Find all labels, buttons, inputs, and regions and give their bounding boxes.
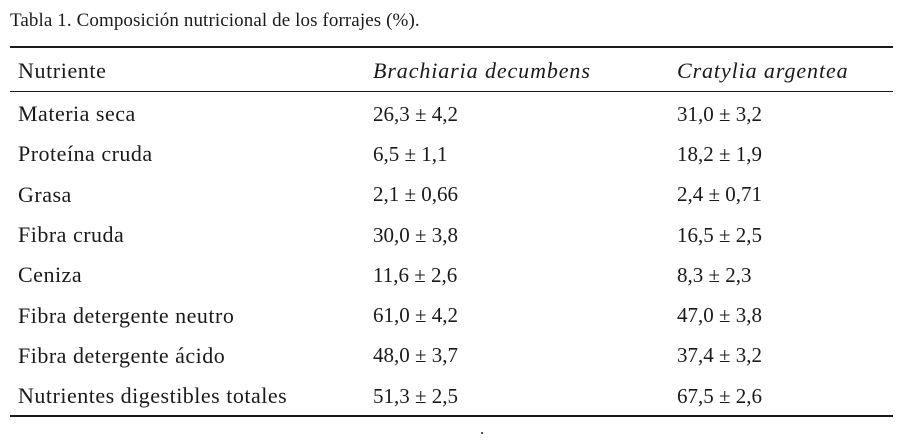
cratylia-value: 67,5 ± 2,6 xyxy=(677,383,763,408)
brachiaria-value: 6,5 ± 1,1 xyxy=(373,141,448,166)
nutrient-name: Fibra cruda xyxy=(18,222,125,248)
brachiaria-value: 26,3 ± 4,2 xyxy=(373,101,459,126)
table-row: Grasa 2,1 ± 0,66 2,4 ± 0,71 xyxy=(10,175,893,215)
brachiaria-value: 2,1 ± 0,66 xyxy=(373,182,459,207)
table-header-row: Nutriente Brachiaria decumbens Cratylia … xyxy=(10,50,893,92)
nutrient-name: Nutrientes digestibles totales xyxy=(18,383,288,409)
cratylia-value: 31,0 ± 3,2 xyxy=(677,101,763,126)
nutrient-name: Ceniza xyxy=(18,262,83,288)
table-row: Nutrientes digestibles totales 51,3 ± 2,… xyxy=(10,376,893,416)
nutrition-table: Nutriente Brachiaria decumbens Cratylia … xyxy=(10,50,893,416)
brachiaria-value: 51,3 ± 2,5 xyxy=(373,383,459,408)
stray-ink-mark xyxy=(481,432,483,434)
nutrient-name: Grasa xyxy=(18,181,72,207)
cratylia-value: 37,4 ± 3,2 xyxy=(677,343,763,368)
nutrient-name: Materia seca xyxy=(18,101,136,127)
header-cratylia-argentea: Cratylia argentea xyxy=(677,58,849,83)
nutrient-name: Proteína cruda xyxy=(18,141,153,167)
table-row: Ceniza 11,6 ± 2,6 8,3 ± 2,3 xyxy=(10,255,893,295)
brachiaria-value: 48,0 ± 3,7 xyxy=(373,343,459,368)
table-row: Fibra detergente neutro 61,0 ± 4,2 47,0 … xyxy=(10,295,893,335)
cratylia-value: 8,3 ± 2,3 xyxy=(677,262,752,287)
cratylia-value: 2,4 ± 0,71 xyxy=(677,182,763,207)
nutrient-name: Fibra detergente neutro xyxy=(18,302,235,328)
table-row: Fibra cruda 30,0 ± 3,8 16,5 ± 2,5 xyxy=(10,215,893,255)
cratylia-value: 18,2 ± 1,9 xyxy=(677,141,763,166)
table-bottom-rule xyxy=(10,415,893,417)
table-header-rule xyxy=(10,91,893,92)
brachiaria-value: 11,6 ± 2,6 xyxy=(373,262,458,287)
brachiaria-value: 30,0 ± 3,8 xyxy=(373,222,459,247)
nutrient-name: Fibra detergente ácido xyxy=(18,342,226,368)
header-nutrient: Nutriente xyxy=(18,58,107,83)
header-brachiaria-decumbens: Brachiaria decumbens xyxy=(373,58,591,83)
table-row: Materia seca 26,3 ± 4,2 31,0 ± 3,2 xyxy=(10,92,893,134)
brachiaria-value: 61,0 ± 4,2 xyxy=(373,303,459,328)
table-row: Fibra detergente ácido 48,0 ± 3,7 37,4 ±… xyxy=(10,336,893,376)
cratylia-value: 47,0 ± 3,8 xyxy=(677,303,763,328)
table-caption: Tabla 1. Composición nutricional de los … xyxy=(10,10,420,31)
cratylia-value: 16,5 ± 2,5 xyxy=(677,222,763,247)
table-top-rule xyxy=(10,46,893,48)
table-row: Proteína cruda 6,5 ± 1,1 18,2 ± 1,9 xyxy=(10,134,893,174)
